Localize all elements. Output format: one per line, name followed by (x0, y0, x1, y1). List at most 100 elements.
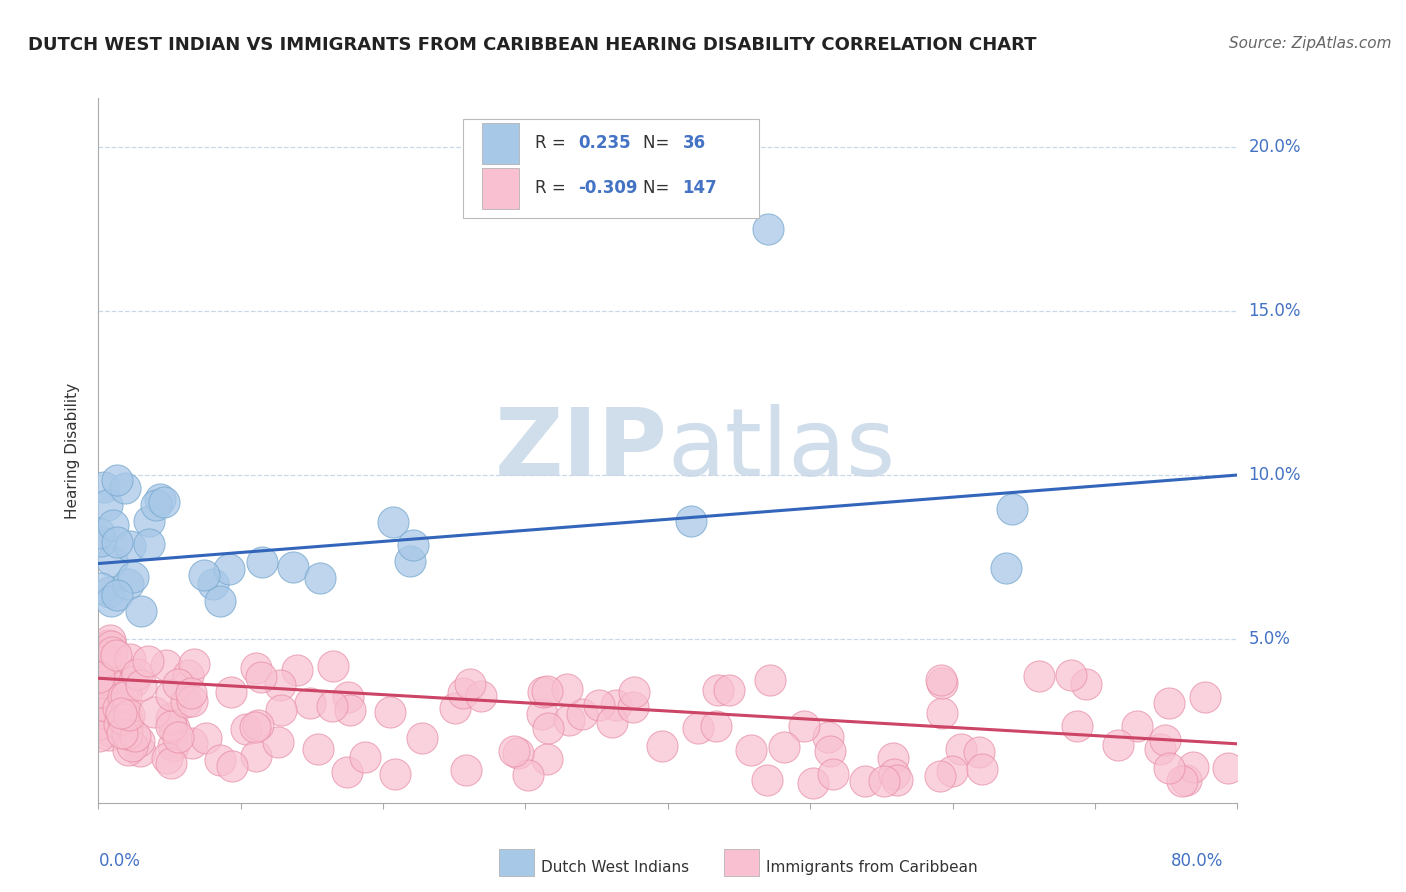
Point (605, 698, 627, 712)
Point (117, 743, 139, 757)
Point (337, 690, 360, 705)
Text: atlas: atlas (668, 404, 896, 497)
Point (125, 667, 148, 681)
Point (101, 517, 124, 532)
Point (112, 690, 135, 705)
Point (117, 577, 139, 591)
Point (145, 498, 167, 512)
Point (91, 698, 114, 712)
Point (773, 740, 796, 755)
Point (470, 690, 492, 704)
Point (621, 700, 644, 714)
Point (181, 736, 204, 750)
Text: 15.0%: 15.0% (1249, 302, 1301, 320)
Point (89, 717, 111, 731)
Point (536, 752, 558, 766)
Point (97, 728, 120, 742)
Point (93, 715, 115, 730)
Point (458, 677, 481, 691)
Point (193, 568, 215, 582)
Point (219, 685, 242, 699)
Y-axis label: Hearing Disability: Hearing Disability (65, 383, 80, 518)
Point (122, 673, 145, 688)
Point (931, 676, 953, 690)
Point (89, 526, 111, 541)
Point (180, 694, 202, 708)
Point (194, 731, 217, 746)
Point (1000, 501, 1022, 516)
Point (1154, 733, 1177, 747)
Point (136, 655, 159, 669)
Text: -0.309: -0.309 (578, 179, 637, 197)
Point (623, 684, 645, 698)
Point (87, 670, 110, 684)
Point (506, 746, 529, 760)
Point (970, 762, 993, 776)
Point (118, 652, 141, 666)
Point (105, 473, 128, 487)
Point (1182, 760, 1205, 774)
Point (201, 576, 224, 591)
Point (967, 745, 990, 759)
Point (929, 769, 952, 783)
Point (688, 721, 710, 735)
Point (382, 515, 405, 529)
Point (339, 703, 361, 717)
Point (235, 723, 257, 737)
Bar (482, 123, 519, 163)
Point (183, 657, 205, 672)
Point (115, 689, 138, 703)
Point (602, 714, 624, 729)
Point (740, 743, 762, 757)
Point (384, 767, 406, 781)
Text: Source: ZipAtlas.com: Source: ZipAtlas.com (1229, 36, 1392, 51)
Point (143, 706, 166, 720)
Point (309, 571, 332, 585)
Point (120, 539, 142, 553)
Point (353, 749, 375, 764)
Point (931, 706, 953, 720)
Point (155, 657, 177, 672)
Point (90, 581, 112, 595)
Point (107, 701, 129, 715)
Point (651, 739, 673, 754)
Point (411, 731, 433, 745)
Point (456, 763, 478, 777)
Point (94, 654, 117, 668)
Text: N=: N= (643, 179, 675, 197)
Point (177, 668, 200, 682)
Point (221, 759, 243, 773)
Text: N=: N= (643, 134, 675, 153)
Point (121, 739, 143, 753)
Point (153, 494, 176, 508)
Point (90, 685, 112, 699)
Point (336, 765, 359, 780)
Point (163, 721, 186, 735)
Text: 0.235: 0.235 (578, 134, 630, 153)
Point (167, 730, 190, 744)
Point (167, 677, 190, 691)
FancyBboxPatch shape (463, 120, 759, 218)
Point (100, 639, 122, 653)
Point (536, 683, 558, 698)
Point (555, 682, 578, 697)
Point (94, 672, 117, 686)
Point (558, 713, 581, 727)
Text: 147: 147 (683, 179, 717, 197)
Point (1194, 690, 1216, 705)
Point (283, 559, 305, 574)
Point (250, 555, 273, 569)
Point (756, 773, 779, 788)
Point (882, 751, 904, 765)
Point (704, 719, 727, 733)
Point (97, 584, 120, 599)
Point (89, 729, 111, 743)
Point (247, 718, 270, 732)
Point (162, 739, 184, 754)
Point (112, 712, 135, 726)
Point (149, 492, 172, 507)
Point (531, 684, 554, 698)
Point (444, 701, 467, 715)
Point (820, 744, 842, 758)
Point (101, 679, 124, 693)
